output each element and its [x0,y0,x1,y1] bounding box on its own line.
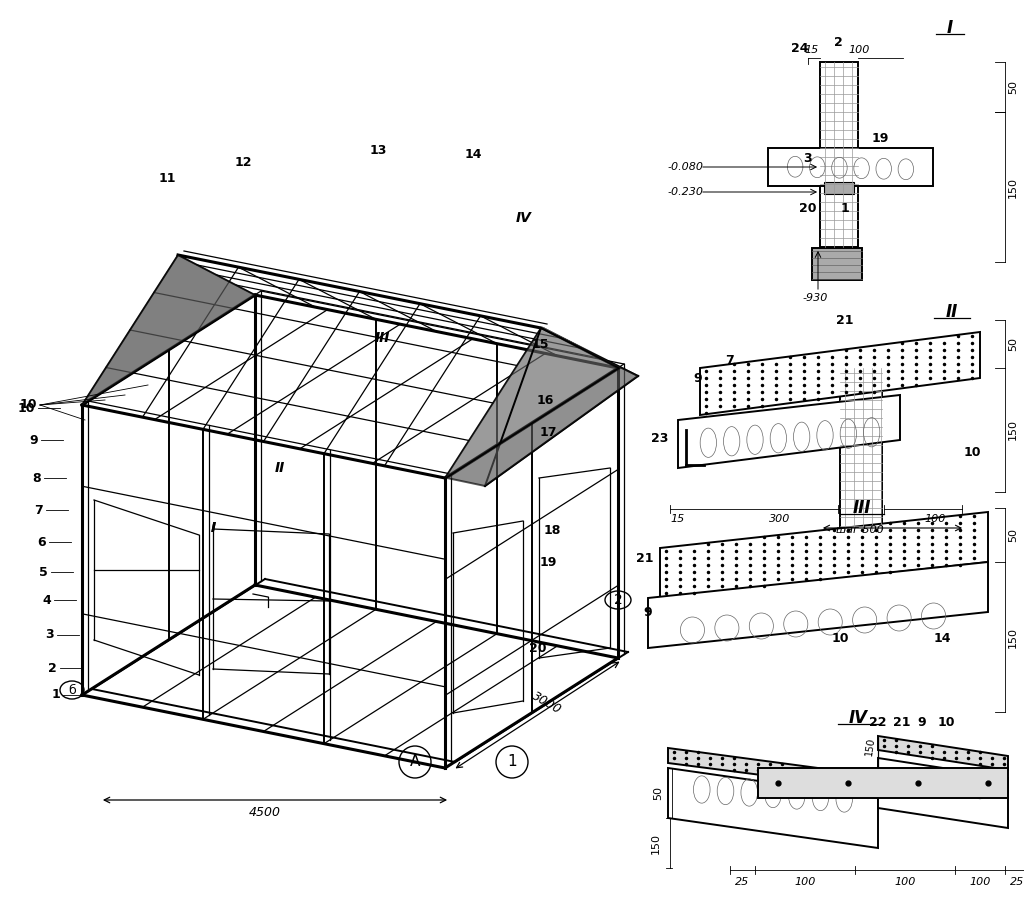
Text: 9: 9 [30,433,38,447]
Text: 10: 10 [831,632,849,644]
Text: 2: 2 [48,662,57,674]
Polygon shape [668,748,878,790]
Text: 100: 100 [795,877,816,887]
Text: 300: 300 [769,514,791,524]
Text: I: I [211,521,216,535]
Text: 100: 100 [970,877,990,887]
Bar [820,62,858,247]
Text: А: А [410,754,420,770]
Text: 21: 21 [636,551,653,564]
Text: 4500: 4500 [249,805,281,818]
Text: 16: 16 [537,393,554,407]
Polygon shape [660,512,988,598]
Text: 25: 25 [1011,877,1024,887]
Text: 10: 10 [937,715,954,729]
Bar [812,248,862,280]
Bar [824,182,854,194]
Text: 150: 150 [1008,420,1018,440]
Text: III: III [375,331,390,345]
Text: 100: 100 [925,514,946,524]
Text: 100: 100 [848,45,869,55]
Text: 50: 50 [1008,337,1018,351]
Text: 21: 21 [837,314,854,327]
Text: 10: 10 [19,399,37,411]
Polygon shape [758,768,1008,798]
Text: 14: 14 [933,632,950,644]
Text: 150: 150 [864,736,877,756]
Text: 150: 150 [1008,177,1018,197]
Bar [768,148,933,186]
Text: 3: 3 [804,151,812,165]
Text: 50: 50 [1008,528,1018,542]
Polygon shape [878,758,1008,828]
Text: 20: 20 [800,201,817,215]
Text: 5: 5 [39,565,48,579]
Text: I: I [211,521,216,535]
Text: 150: 150 [1008,626,1018,648]
Polygon shape [878,736,1008,770]
Text: I: I [947,19,953,37]
Text: 2: 2 [834,35,843,48]
Text: 18: 18 [544,523,561,537]
Text: IV: IV [516,211,531,225]
Text: III: III [853,499,871,517]
Text: 1: 1 [841,201,849,215]
Text: 6: 6 [37,535,46,549]
Text: II: II [946,303,958,321]
Text: шаг 500: шаг 500 [837,525,884,535]
Text: 9: 9 [644,605,652,619]
Text: 10: 10 [964,446,981,459]
Text: 19: 19 [540,555,557,569]
Text: 50: 50 [653,786,663,800]
Text: 10: 10 [17,401,35,414]
Text: -930: -930 [803,293,827,303]
Text: -0.230: -0.230 [668,187,705,197]
Text: 8: 8 [33,471,41,484]
Polygon shape [445,328,618,478]
Text: IV: IV [849,709,867,727]
Text: 15: 15 [531,339,549,351]
Polygon shape [700,332,980,415]
Text: 24: 24 [792,42,809,55]
Text: -0.080: -0.080 [668,162,705,172]
Text: 19: 19 [871,132,889,145]
Polygon shape [678,395,900,468]
Text: б: б [69,683,76,696]
Polygon shape [648,562,988,648]
Text: 15: 15 [671,514,685,524]
Polygon shape [447,328,638,486]
Text: 1: 1 [51,689,60,702]
Text: 2: 2 [613,593,623,607]
Text: 50: 50 [1008,80,1018,94]
Polygon shape [668,768,878,848]
Text: 11: 11 [159,171,176,185]
Text: 9: 9 [918,715,927,729]
Text: 100: 100 [894,877,915,887]
Text: 20: 20 [529,642,547,654]
Text: 1: 1 [507,754,517,770]
Text: 12: 12 [234,156,252,168]
Text: 7: 7 [726,353,734,367]
Text: 21: 21 [893,715,910,729]
Bar [840,368,882,530]
Text: 17: 17 [540,426,557,439]
Text: 14: 14 [464,148,481,161]
Text: 9: 9 [693,371,702,385]
Text: 25: 25 [735,877,750,887]
Text: 13: 13 [370,144,387,157]
Polygon shape [82,255,255,405]
Text: 150: 150 [651,833,662,854]
Text: 15: 15 [805,45,819,55]
Text: 7: 7 [34,503,43,517]
Text: 22: 22 [869,715,887,729]
Text: II: II [274,461,285,475]
Text: 4: 4 [42,593,51,606]
Text: 23: 23 [651,431,669,444]
Text: 3: 3 [45,629,54,642]
Text: 3000: 3000 [529,690,564,717]
